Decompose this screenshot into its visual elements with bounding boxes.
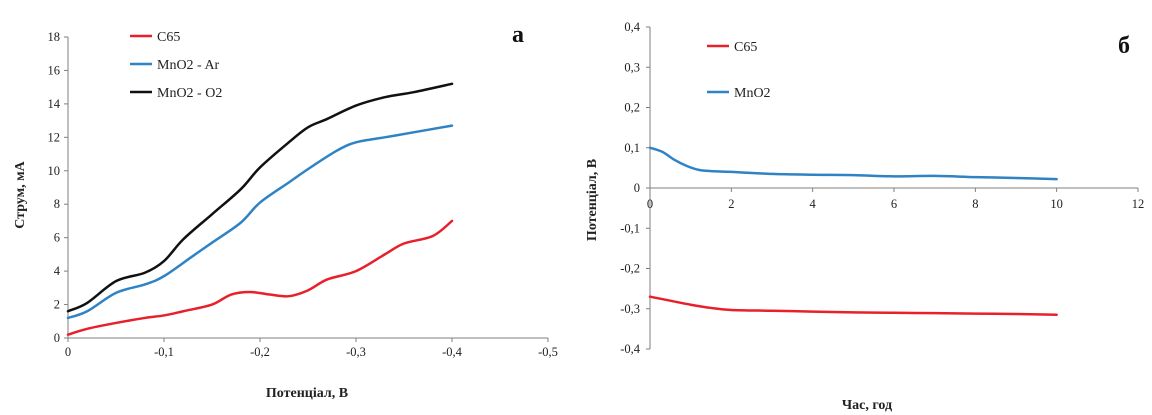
panel-a-y-tick-label: 16 bbox=[48, 63, 61, 77]
panel-b-x-axis-title: Час, год bbox=[842, 398, 892, 413]
panel-b-series-line bbox=[648, 146, 1058, 181]
panel-a-legend-label: MnO2 - O2 bbox=[157, 86, 222, 101]
panel-b-y-tick-label: -0,3 bbox=[620, 302, 640, 316]
panel-a-y-tick-label: 2 bbox=[54, 298, 60, 312]
panel-a-legend-label: С65 bbox=[157, 30, 180, 45]
panel-a-x-tick-label: -0,4 bbox=[442, 345, 463, 359]
panel-b-y-tick-label: -0,1 bbox=[620, 221, 640, 235]
panel-b-legend-label: С65 bbox=[734, 40, 757, 55]
panel-b-x-tick-label: 12 bbox=[1132, 197, 1145, 211]
panel-a-y-tick-label: 8 bbox=[54, 197, 60, 211]
panel-b-x-tick-label: 6 bbox=[891, 197, 897, 211]
panel-b-legend-label: MnO2 bbox=[734, 86, 771, 101]
panel-a-x-tick-label: -0,3 bbox=[346, 345, 366, 359]
panel-b-series-line bbox=[648, 295, 1058, 317]
panel-a-y-tick-label: 0 bbox=[54, 331, 60, 345]
panel-a-chart: а Потенціал, В Струм, мА 0 2 4 6 8 10 12 14 16 18… bbox=[13, 22, 558, 401]
panel-a-y-tick-label: 6 bbox=[54, 231, 60, 245]
panel-a-x-axis-title: Потенціал, В bbox=[266, 386, 348, 401]
panel-b-x-tick-label: 0 bbox=[647, 197, 653, 211]
panel-b-y-tick-label: -0,4 bbox=[620, 342, 641, 356]
panel-b-y-tick-label: 0,2 bbox=[624, 101, 640, 115]
panel-b-y-tick-label: 0,3 bbox=[624, 60, 640, 74]
panel-b-x-tick-label: 8 bbox=[972, 197, 978, 211]
panel-a-y-tick-label: 4 bbox=[54, 264, 61, 278]
panel-a-x-tick-label: -0,5 bbox=[538, 345, 558, 359]
panel-b-chart: б Час, год Потенціал, В -0,4 -0,3 -0,2 -0,1… bbox=[585, 20, 1144, 413]
panel-a-y-tick-label: 14 bbox=[48, 97, 61, 111]
panel-b-x-tick-label: 10 bbox=[1050, 197, 1063, 211]
panel-b-label: б bbox=[1118, 33, 1130, 59]
panel-b-y-tick-label: 0,1 bbox=[624, 141, 640, 155]
panel-a-series-line bbox=[66, 219, 454, 336]
panel-b-x-tick-label: 4 bbox=[810, 197, 817, 211]
panel-a-series-line bbox=[66, 82, 454, 313]
panel-a-x-tick-label: -0,1 bbox=[154, 345, 174, 359]
panel-b-y-tick-label: -0,2 bbox=[620, 262, 640, 276]
panel-a-y-axis-title: Струм, мА bbox=[13, 160, 28, 228]
panel-a-y-tick-label: 18 bbox=[48, 30, 61, 44]
panel-a-label: а bbox=[512, 22, 524, 48]
panel-a-y-tick-label: 10 bbox=[48, 164, 61, 178]
panel-a-y-tick-label: 12 bbox=[48, 130, 61, 144]
panel-b-y-axis-title: Потенціал, В bbox=[585, 159, 600, 241]
panel-b-y-tick-label: 0 bbox=[634, 181, 640, 195]
panel-a-series-line bbox=[66, 124, 454, 320]
panel-a-legend-label: MnO2 - Ar bbox=[157, 58, 220, 73]
panel-b-y-tick-label: 0,4 bbox=[624, 20, 640, 34]
panel-a-x-tick-label: 0 bbox=[65, 345, 71, 359]
panel-b-x-tick-label: 2 bbox=[728, 197, 734, 211]
panel-a-x-tick-label: -0,2 bbox=[250, 345, 270, 359]
